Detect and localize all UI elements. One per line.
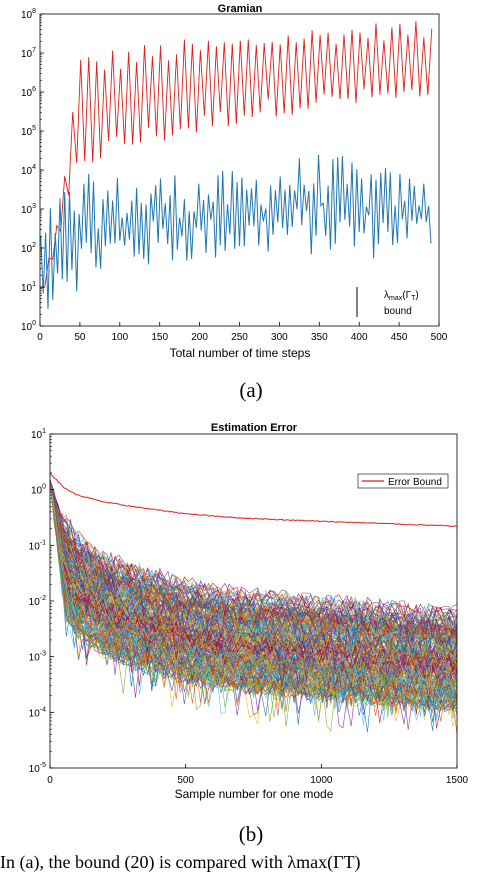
y-tick-label: 101 [31, 428, 46, 441]
y-axis-estimation-error: 10-5 10-4 10-3 10-2 10-1 100 101 [29, 428, 54, 775]
estimation-error-chart: Estimation Error 0 500 1000 1500 10-510-410… [29, 422, 469, 801]
x-tick-label: 350 [311, 332, 328, 343]
y-tick-label: 103 [21, 203, 36, 216]
error-trajectory [49, 479, 458, 703]
x-tick-label: 450 [391, 332, 408, 343]
chart-title-gramian: Gramian [218, 3, 263, 15]
legend-label-error-bound: Error Bound [388, 477, 442, 488]
y-tick-label: 10-4 [29, 706, 46, 719]
y-tick-label: 10-2 [29, 595, 46, 608]
x-axis-gramian: 0 50 100 150 200 250 300 350 400 450 500 [37, 322, 448, 343]
error-trajectory [49, 479, 458, 655]
y-tick-label: 10-5 [29, 762, 46, 775]
error-trajectory [49, 479, 458, 626]
error-trajectory [49, 479, 458, 717]
error-trajectory [49, 479, 458, 712]
series-line-bound [40, 21, 433, 289]
x-tick-label: 200 [191, 332, 208, 343]
error-trajectory [49, 479, 458, 639]
series-line-lambda-max [40, 154, 432, 309]
panel-label-b: (b) [238, 822, 264, 846]
gramian-chart: Gramian 0 50 100 150 200 250 300 350 400 450 500 1… [21, 3, 448, 360]
x-tick-label: 250 [231, 332, 248, 343]
caption-fragment: In (a), the bound (20) is compared with … [0, 852, 361, 872]
y-tick-label: 101 [21, 281, 36, 294]
x-axis-label-gramian: Total number of time steps [170, 346, 311, 360]
legend-label-bound: bound [384, 306, 412, 317]
legend-label-lambda: λmax(ΓT) [384, 290, 419, 302]
error-trajectory [49, 479, 458, 687]
error-trajectory [49, 479, 458, 645]
error-trajectory [49, 479, 458, 710]
x-tick-label: 0 [47, 775, 53, 786]
x-tick-label: 500 [431, 332, 448, 343]
error-trajectory [49, 479, 458, 650]
error-trajectory [49, 479, 458, 686]
y-tick-label: 102 [21, 242, 36, 255]
x-tick-label: 1000 [310, 775, 333, 786]
x-tick-label: 0 [37, 332, 43, 343]
y-tick-label: 10-3 [29, 651, 46, 664]
x-tick-label: 500 [177, 775, 194, 786]
y-tick-label: 108 [21, 8, 36, 21]
gramian-series [40, 21, 433, 309]
error-trajectory [49, 479, 458, 649]
error-trajectory [49, 479, 458, 680]
error-trajectory [49, 479, 458, 681]
x-axis-estimation-error: 0 500 1000 1500 [47, 764, 469, 786]
y-tick-label: 10-1 [29, 539, 46, 552]
panel-label-a: (a) [239, 378, 263, 402]
error-trajectory [49, 479, 458, 686]
error-trajectory [49, 479, 458, 704]
y-tick-label: 105 [21, 125, 36, 138]
x-tick-label: 300 [271, 332, 288, 343]
x-tick-label: 50 [74, 332, 86, 343]
estimation-error-series [49, 472, 458, 734]
x-tick-label: 100 [111, 332, 128, 343]
chart-title-estimation-error: Estimation Error [211, 422, 298, 434]
y-tick-label: 100 [21, 320, 36, 333]
y-tick-label: 104 [21, 164, 36, 177]
x-tick-label: 400 [351, 332, 368, 343]
x-axis-label-estimation-error: Sample number for one mode [175, 787, 334, 801]
x-tick-label: 1500 [446, 775, 469, 786]
error-trajectory [49, 479, 458, 707]
error-trajectory [49, 479, 458, 644]
x-tick-label: 150 [151, 332, 168, 343]
series-line-error-bound [49, 472, 458, 528]
error-trajectory [49, 479, 458, 647]
y-axis-gramian: 100 101 102 103 104 105 106 107 108 [21, 8, 44, 333]
y-tick-label: 107 [21, 47, 36, 60]
y-tick-label: 106 [21, 86, 36, 99]
error-trajectory [49, 479, 458, 718]
y-tick-label: 100 [31, 484, 46, 497]
legend-box-error-bound [357, 473, 449, 489]
